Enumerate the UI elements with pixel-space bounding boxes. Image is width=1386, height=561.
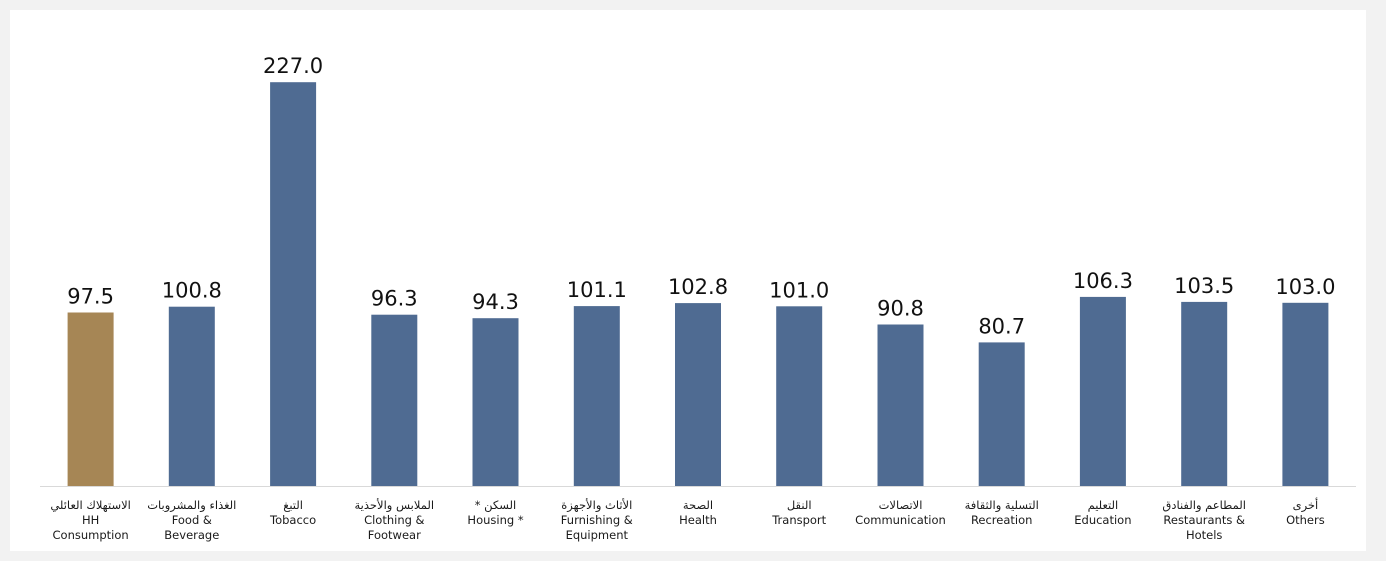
category-label: الغذاء والمشروبات Food & Beverage xyxy=(142,498,242,543)
bar-value-label: 101.1 xyxy=(567,278,627,302)
category-label-english: Restaurants & xyxy=(1154,513,1254,528)
category-label-english: Beverage xyxy=(142,528,242,543)
category-label-arabic: التبغ xyxy=(243,498,343,513)
category-label: السكن * Housing * xyxy=(446,498,546,528)
bar xyxy=(1080,297,1126,486)
category-label-english: Transport xyxy=(749,513,849,528)
category-label: الاستهلاك العائلي HH Consumption xyxy=(41,498,141,543)
bar xyxy=(776,306,822,486)
category-label-english: Recreation xyxy=(952,513,1052,528)
bar-value-label: 106.3 xyxy=(1073,269,1133,293)
category-label: التبغ Tobacco xyxy=(243,498,343,528)
category-label: الصحة Health xyxy=(648,498,748,528)
bar-value-label: 101.0 xyxy=(769,278,829,302)
category-label-english: Hotels xyxy=(1154,528,1254,543)
category-label-english: Others xyxy=(1255,513,1355,528)
chart-card: 97.5 100.8 227.0 96.3 94.3 101.1 102.8 101.0 90.… xyxy=(10,10,1366,551)
bar xyxy=(270,82,316,486)
category-label-arabic: التسلية والثقافة xyxy=(952,498,1052,513)
category-label-arabic: الاستهلاك العائلي xyxy=(41,498,141,513)
category-label: النقل Transport xyxy=(749,498,849,528)
category-label-english: Furnishing & xyxy=(547,513,647,528)
category-label-english: Equipment xyxy=(547,528,647,543)
category-label-english: Health xyxy=(648,513,748,528)
bar-chart: 97.5 100.8 227.0 96.3 94.3 101.1 102.8 101.0 90.… xyxy=(10,10,1366,551)
bar xyxy=(675,303,721,486)
category-label-arabic: الأثاث والأجهزة xyxy=(547,498,647,513)
bar xyxy=(878,325,924,487)
category-label: الأثاث والأجهزة Furnishing & Equipment xyxy=(547,498,647,543)
category-label: الاتصالات Communication xyxy=(851,498,951,528)
category-label-english: Housing * xyxy=(446,513,546,528)
category-label-english: Footwear xyxy=(344,528,444,543)
category-label-arabic: أخرى xyxy=(1255,498,1355,513)
category-label-english: Food & xyxy=(142,513,242,528)
category-label-english: Communication xyxy=(851,513,951,528)
category-label-arabic: الاتصالات xyxy=(851,498,951,513)
category-label-english: Clothing & xyxy=(344,513,444,528)
bar-value-label: 96.3 xyxy=(371,287,418,311)
bar-value-label: 90.8 xyxy=(877,297,924,321)
category-label-arabic: التعليم xyxy=(1053,498,1153,513)
category-label-arabic: الملابس والأحذية xyxy=(344,498,444,513)
category-label-english: Tobacco xyxy=(243,513,343,528)
value-labels-group: 97.5 100.8 227.0 96.3 94.3 101.1 102.8 101.0 90.… xyxy=(67,54,1335,338)
category-label-arabic: السكن * xyxy=(446,498,546,513)
category-label-english: HH xyxy=(41,513,141,528)
bar xyxy=(169,307,215,486)
bar xyxy=(473,318,519,486)
category-label: التسلية والثقافة Recreation xyxy=(952,498,1052,528)
bar-value-label: 94.3 xyxy=(472,290,519,314)
category-label: التعليم Education xyxy=(1053,498,1153,528)
bar-value-label: 80.7 xyxy=(978,314,1025,338)
bar xyxy=(979,342,1025,486)
bar xyxy=(574,306,620,486)
category-label: المطاعم والفنادق Restaurants & Hotels xyxy=(1154,498,1254,543)
category-label-arabic: النقل xyxy=(749,498,849,513)
bar-value-label: 100.8 xyxy=(162,279,222,303)
bar xyxy=(371,315,417,486)
bar xyxy=(68,313,114,487)
category-label-arabic: الصحة xyxy=(648,498,748,513)
category-label: الملابس والأحذية Clothing & Footwear xyxy=(344,498,444,543)
bar-value-label: 102.8 xyxy=(668,275,728,299)
bar-value-label: 103.5 xyxy=(1174,274,1234,298)
category-label-arabic: المطاعم والفنادق xyxy=(1154,498,1254,513)
category-label-english: Education xyxy=(1053,513,1153,528)
bar-value-label: 227.0 xyxy=(263,54,323,78)
bar xyxy=(1282,303,1328,486)
category-label-arabic: الغذاء والمشروبات xyxy=(142,498,242,513)
category-label-english: Consumption xyxy=(41,528,141,543)
bar xyxy=(1181,302,1227,486)
category-label: أخرى Others xyxy=(1255,498,1355,528)
bar-value-label: 97.5 xyxy=(67,285,114,309)
bar-value-label: 103.0 xyxy=(1275,275,1335,299)
